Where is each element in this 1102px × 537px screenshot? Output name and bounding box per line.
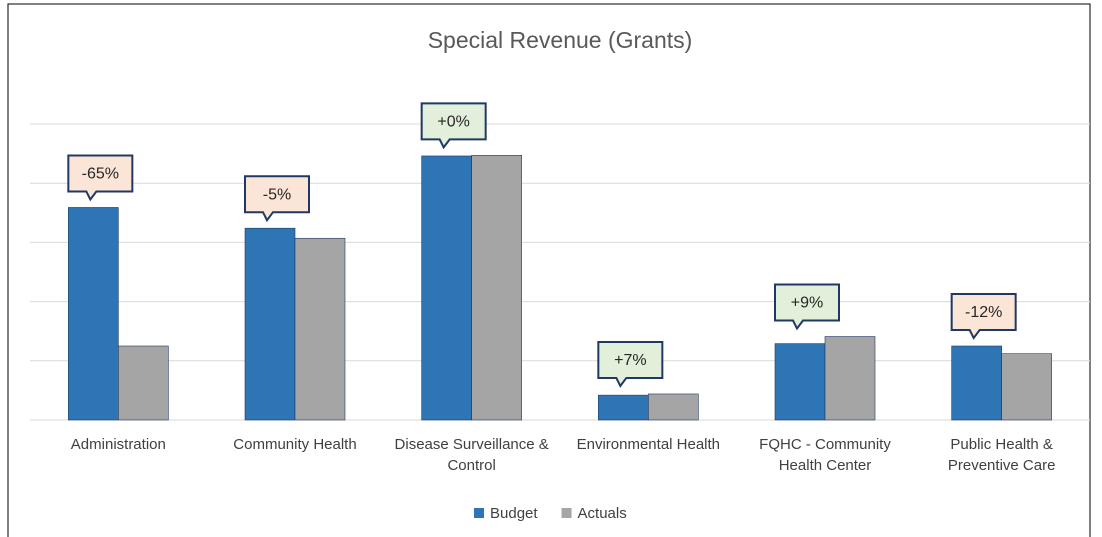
x-tick-label: Public Health & Preventive Care <box>947 436 1056 474</box>
bar <box>1001 353 1052 421</box>
bar <box>294 237 346 421</box>
bar <box>648 393 699 421</box>
bar <box>824 336 876 421</box>
callout-label: +9% <box>791 295 823 312</box>
x-tick-label: Environmental Health <box>576 436 721 453</box>
callout-box <box>950 293 1017 340</box>
callout-label: -65% <box>82 166 119 183</box>
legend-swatch <box>561 508 572 518</box>
bar <box>598 394 649 421</box>
callout-box <box>774 283 840 331</box>
bar <box>118 345 169 421</box>
callout-box <box>244 175 310 223</box>
x-tick-label: Disease Surveillance & Control <box>394 436 549 474</box>
chart-frame <box>7 3 1091 537</box>
x-tick-label: Administration <box>70 436 166 453</box>
chart-title: Special Revenue (Grants) <box>428 27 693 53</box>
callout-box <box>67 154 134 202</box>
bar <box>774 343 826 421</box>
legend-label: Budget <box>490 505 538 522</box>
callout-label: +7% <box>614 352 646 369</box>
x-tick-label: Community Health <box>233 436 357 453</box>
callout-label: -5% <box>263 186 291 203</box>
callout-box <box>420 102 487 150</box>
bar <box>68 207 119 421</box>
legend-swatch <box>474 508 484 518</box>
callout-label: -12% <box>965 304 1002 321</box>
x-tick-label: FQHC - Community Health Center <box>759 436 891 474</box>
bar <box>471 155 522 421</box>
callout-box <box>597 340 664 388</box>
bar <box>421 155 472 421</box>
callout-label: +0% <box>437 114 469 131</box>
bar <box>951 345 1002 421</box>
bar <box>244 227 296 421</box>
legend-label: Actuals <box>578 505 627 522</box>
